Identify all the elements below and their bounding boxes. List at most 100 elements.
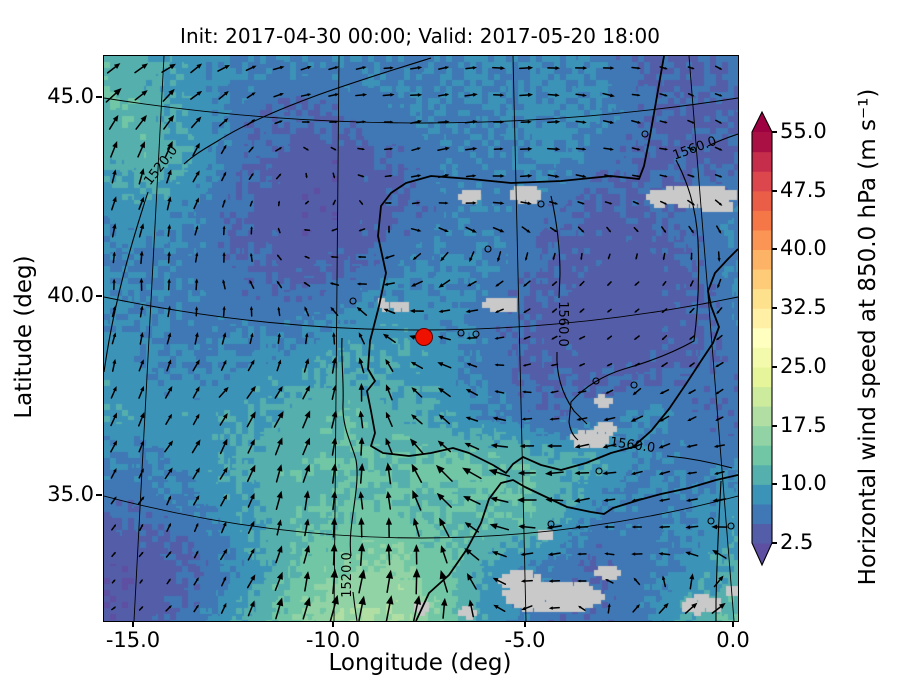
wind-arrow-head bbox=[464, 442, 471, 448]
wind-arrow-head bbox=[167, 196, 172, 202]
wind-arrow-head bbox=[169, 63, 176, 70]
wind-arrow-head bbox=[167, 359, 172, 365]
wind-arrow-head bbox=[719, 94, 723, 97]
wind-arrow-head bbox=[276, 254, 280, 258]
colorbar-segment bbox=[752, 308, 772, 329]
wind-arrow-head bbox=[303, 228, 307, 232]
wind-arrow-head bbox=[634, 310, 637, 313]
wind-arrow-head bbox=[409, 335, 416, 340]
colorbar-segment bbox=[752, 425, 772, 446]
geopotential-contour bbox=[715, 480, 722, 621]
wind-arrow-head bbox=[664, 94, 668, 97]
wind-arrow-head bbox=[716, 337, 720, 341]
wind-arrow-head bbox=[445, 146, 450, 151]
location-marker bbox=[415, 328, 433, 346]
wind-arrow-head bbox=[664, 202, 668, 205]
wind-arrow-head bbox=[718, 202, 723, 206]
wind-arrow-head bbox=[222, 412, 228, 419]
wind-arrow-head bbox=[277, 227, 280, 231]
colorbar bbox=[751, 110, 773, 567]
wind-arrow-head bbox=[658, 444, 664, 449]
wind-arrow-head bbox=[546, 443, 553, 449]
wind-arrow-head bbox=[330, 568, 339, 578]
wind-arrow-head bbox=[331, 462, 338, 471]
wind-arrow-head bbox=[550, 364, 554, 367]
wind-arrow-head bbox=[663, 230, 667, 234]
wind-arrow-head bbox=[195, 386, 200, 392]
colorbar-tick-label: 25.0 bbox=[780, 354, 827, 378]
wind-arrow-head bbox=[195, 577, 199, 581]
wind-arrow-head bbox=[607, 256, 610, 260]
wind-arrow-head bbox=[691, 602, 698, 609]
wind-arrow-head bbox=[195, 170, 200, 176]
colorbar-tick-mark bbox=[772, 366, 777, 368]
colorbar-segment bbox=[752, 229, 772, 251]
wind-arrow-head bbox=[390, 120, 394, 124]
wind-arrow-head bbox=[633, 364, 637, 367]
wind-arrow-head bbox=[250, 359, 255, 365]
wind-arrow-head bbox=[113, 88, 122, 96]
wind-arrow-head bbox=[385, 462, 393, 471]
wind-arrow-head bbox=[664, 147, 669, 151]
wind-arrow-head bbox=[580, 257, 583, 261]
wind-arrow-head bbox=[382, 333, 389, 339]
wind-arrow-head bbox=[548, 579, 553, 583]
closed-contour-ring bbox=[727, 522, 735, 530]
wind-arrow-head bbox=[465, 416, 471, 421]
wind-arrow-head bbox=[469, 257, 473, 263]
wind-arrow-head bbox=[636, 202, 640, 205]
wind-arrow-head bbox=[545, 497, 553, 503]
wind-arrow-head bbox=[386, 595, 394, 605]
wind-arrow-head bbox=[527, 120, 532, 124]
wind-arrow-head bbox=[690, 257, 693, 261]
contour-label: 1560.0 bbox=[671, 134, 719, 164]
colorbar-segment bbox=[752, 151, 772, 172]
colorbar-segment bbox=[752, 327, 772, 348]
wind-arrow-head bbox=[489, 523, 498, 530]
wind-arrow-head bbox=[444, 93, 450, 97]
wind-arrow-head bbox=[385, 437, 391, 446]
geopotential-contour bbox=[104, 191, 149, 373]
geopotential-contour bbox=[556, 351, 588, 425]
wind-arrow-head bbox=[718, 602, 726, 609]
wind-arrow-head bbox=[604, 552, 609, 556]
x-tick-mark bbox=[524, 621, 526, 627]
wind-arrow-head bbox=[112, 358, 117, 364]
wind-arrow-head bbox=[715, 364, 719, 368]
wind-arrow-head bbox=[279, 120, 283, 123]
colorbar-segment bbox=[752, 445, 772, 466]
wind-arrow-head bbox=[686, 444, 691, 448]
x-tick-mark bbox=[332, 621, 334, 627]
wind-arrow-head bbox=[385, 358, 391, 365]
wind-arrow-head bbox=[277, 200, 281, 204]
wind-arrow-head bbox=[167, 385, 173, 392]
wind-arrow-head bbox=[358, 542, 366, 552]
wind-arrow-head bbox=[500, 66, 506, 71]
wind-arrow-head bbox=[167, 332, 172, 338]
wind-arrow-head bbox=[139, 223, 145, 229]
wind-arrow-head bbox=[304, 202, 308, 205]
colorbar-tick-label: 17.5 bbox=[780, 413, 827, 437]
wind-arrow-head bbox=[494, 336, 499, 340]
colorbar-tick-label: 32.5 bbox=[780, 295, 827, 319]
wind-arrow-head bbox=[551, 283, 555, 287]
wind-arrow-head bbox=[711, 524, 718, 530]
wind-arrow-head bbox=[690, 284, 693, 288]
wind-arrow-head bbox=[605, 391, 609, 394]
x-axis-label: Longitude (deg) bbox=[328, 650, 512, 676]
wind-arrow-head bbox=[357, 255, 361, 259]
wind-arrow-head bbox=[494, 310, 499, 313]
colorbar-tick-label: 47.5 bbox=[780, 178, 827, 202]
wind-arrow-head bbox=[307, 65, 312, 70]
wind-arrow-head bbox=[412, 490, 419, 499]
wind-arrow-head bbox=[527, 174, 533, 178]
wind-arrow-head bbox=[689, 337, 692, 340]
wind-arrow-head bbox=[555, 93, 560, 97]
wind-arrow-head bbox=[411, 387, 417, 393]
wind-arrow-head bbox=[112, 332, 117, 338]
wind-arrow-head bbox=[687, 391, 692, 394]
map-overlay: 1520.0 1520.0 1560.0 1560.0 1560.0 bbox=[104, 56, 738, 621]
wind-arrow-head bbox=[360, 202, 364, 206]
wind-arrow-head bbox=[250, 439, 255, 446]
wind-arrow-head bbox=[606, 337, 610, 340]
